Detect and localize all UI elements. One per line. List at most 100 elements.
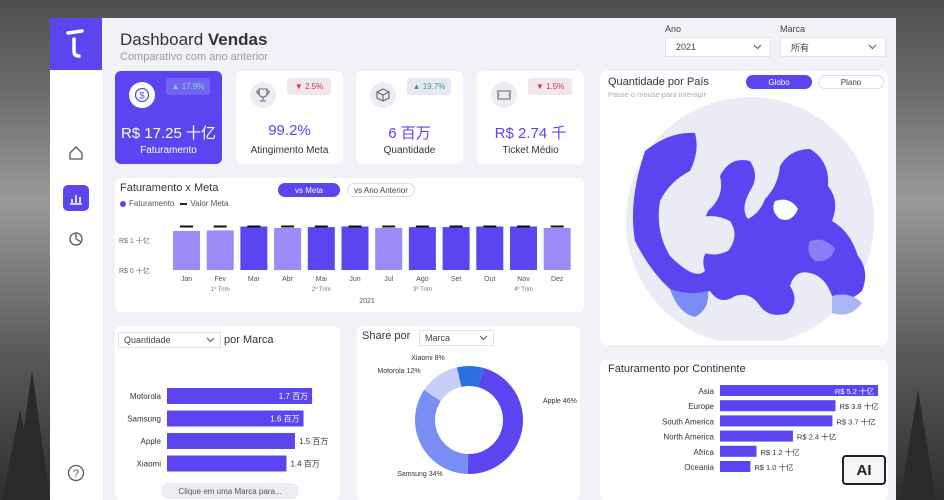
faturamento-meta-card: Faturamento x Meta vs Meta vs Ano Anteri… — [115, 178, 584, 312]
y-tick-label: R$ 1 十亿 — [119, 236, 150, 245]
bar-faturamento-continente — [720, 400, 836, 412]
bar-faturamento — [408, 227, 436, 270]
bar-category-label: Apple — [141, 437, 162, 446]
kpi-ticket-medio[interactable]: ▼ 1.5% R$ 2.74 千 Ticket Médio — [477, 71, 584, 164]
chart-legend: Faturamento Valor Meta — [120, 199, 228, 208]
bar-value-label: R$ 3.7 十亿 — [836, 416, 876, 426]
home-icon — [69, 146, 83, 160]
nav-chart-button[interactable] — [63, 185, 89, 211]
vs-meta-toggle[interactable]: vs Meta — [278, 183, 340, 197]
fat-meta-title: Faturamento x Meta — [120, 182, 219, 194]
x-tick-label: Nov — [517, 276, 530, 283]
bar-value-label: 1.4 百万 — [290, 460, 319, 469]
globe-map[interactable] — [600, 91, 888, 341]
brand-filter-label: Marca — [780, 24, 806, 34]
nav-home-button[interactable] — [63, 140, 89, 166]
legend-valor-meta: Valor Meta — [190, 199, 229, 208]
x-tick-label: Out — [484, 276, 495, 283]
region-white[interactable] — [773, 199, 798, 220]
chevron-down-icon — [868, 44, 877, 50]
region-light[interactable] — [808, 239, 835, 262]
bar-category-label: Samsung — [127, 415, 161, 424]
help-button[interactable]: ? — [63, 460, 89, 486]
quarter-label: 1º Trim — [211, 286, 230, 293]
kpi-value: 99.2% — [268, 122, 311, 139]
share-dimension-dropdown[interactable]: Marca — [419, 330, 494, 346]
x-tick-label: Mar — [248, 276, 261, 283]
map-card: Quantidade por País Passe o mouse para i… — [600, 71, 888, 345]
bar-category-label: Europe — [688, 402, 714, 411]
bar-faturamento — [274, 228, 302, 270]
marca-card: Quantidade por Marca Motorola 1.7 百万 Samsu… — [115, 326, 340, 500]
bar-faturamento — [442, 227, 470, 270]
kpi-faturamento[interactable]: $ ▲ 17.9% R$ 17.25 十亿 Faturamento — [115, 71, 222, 164]
year-filter: Ano 2021 — [665, 24, 771, 57]
kpi-caption: Quantidade — [383, 145, 436, 156]
region-mid[interactable] — [670, 289, 709, 317]
bar-value-label: 1.6 百万 — [270, 415, 299, 424]
vs-ano-anterior-toggle[interactable]: vs Ano Anterior — [347, 183, 415, 197]
bar-faturamento — [375, 228, 403, 270]
kpi-atingimento-meta[interactable]: ▼ 2.5% 99.2% Atingimento Meta — [236, 71, 343, 164]
bar-faturamento-continente — [720, 385, 878, 396]
pie-chart-icon — [69, 232, 83, 246]
bar-category-label: Africa — [694, 448, 715, 457]
bar-value-label: R$ 5.2 十亿 — [835, 386, 875, 396]
logo-icon — [66, 29, 84, 58]
bar-faturamento — [206, 230, 234, 270]
page-subtitle: Comparativo com ano anterior — [120, 51, 268, 63]
donut-slice — [424, 367, 462, 402]
metric-dropdown-value: Quantidade — [124, 335, 171, 345]
bar-category-label: Asia — [698, 387, 714, 396]
year-select[interactable]: 2021 — [665, 37, 771, 57]
sea-region — [690, 216, 735, 255]
globe-toggle[interactable]: Globo — [746, 75, 812, 89]
box-icon — [370, 82, 396, 108]
dashboard-window: ? Dashboard Vendas Comparativo com ano a… — [50, 18, 896, 500]
x-tick-label: Abr — [282, 276, 294, 283]
bar-category-label: South America — [662, 417, 715, 426]
slice-label: Samsung 34% — [397, 471, 443, 478]
kpi-value: R$ 2.74 千 — [494, 125, 567, 142]
trophy-icon — [250, 82, 276, 108]
kpi-caption: Faturamento — [140, 145, 197, 156]
marca-drill-button[interactable]: Clique em uma Marca para... — [161, 483, 299, 499]
continent-landmass[interactable] — [632, 132, 866, 315]
bar-category-label: Xiaomi — [137, 460, 162, 469]
bar-faturamento-continente — [720, 415, 833, 427]
kpi-change-badge: ▼ 2.5% — [287, 78, 331, 95]
bar-category-label: North America — [663, 433, 714, 442]
bar-value-label: 1.7 百万 — [279, 392, 308, 401]
flat-toggle[interactable]: Plano — [818, 75, 884, 89]
kpi-caption: Ticket Médio — [502, 145, 559, 156]
ticket-icon — [491, 82, 517, 108]
bar-faturamento — [543, 228, 571, 270]
chevron-down-icon — [753, 44, 762, 50]
region-pale[interactable] — [832, 294, 862, 315]
bar-value-label: R$ 1.2 十亿 — [760, 447, 800, 457]
kpi-quantidade[interactable]: ▲ 19.7% 6 百万 Quantidade — [356, 71, 463, 164]
background-tree — [14, 370, 50, 500]
kpi-value: 6 百万 — [388, 125, 431, 142]
x-tick-label: Dez — [551, 276, 564, 283]
bar-faturamento — [173, 231, 200, 270]
brand-select[interactable]: 所有 — [780, 37, 886, 57]
dollar-icon: $ — [129, 82, 155, 108]
x-tick-label: Mai — [316, 276, 328, 283]
continente-chart: Asia R$ 5.2 十亿 Europe R$ 3.8 十亿 South Americ… — [662, 385, 879, 472]
x-tick-label: Jul — [384, 276, 393, 283]
marca-chart: Motorola 1.7 百万 Samsung 1.6 百万 Apple 1.5 百万 Xi… — [127, 388, 328, 472]
share-dropdown-value: Marca — [425, 333, 451, 343]
nav-rail: ? — [50, 18, 102, 500]
app-logo[interactable] — [50, 18, 102, 70]
slice-label: Xiaomi 8% — [411, 355, 444, 362]
nav-pie-button[interactable] — [63, 226, 89, 252]
slice-label: Motorola 12% — [377, 368, 420, 375]
bar-quantidade — [167, 388, 313, 404]
year-filter-label: Ano — [665, 24, 682, 34]
bar-faturamento — [240, 226, 268, 270]
metric-dropdown[interactable]: Quantidade — [118, 332, 221, 348]
donut-slice — [456, 366, 484, 388]
bar-faturamento — [510, 226, 537, 270]
brand-filter: Marca 所有 — [780, 24, 886, 57]
